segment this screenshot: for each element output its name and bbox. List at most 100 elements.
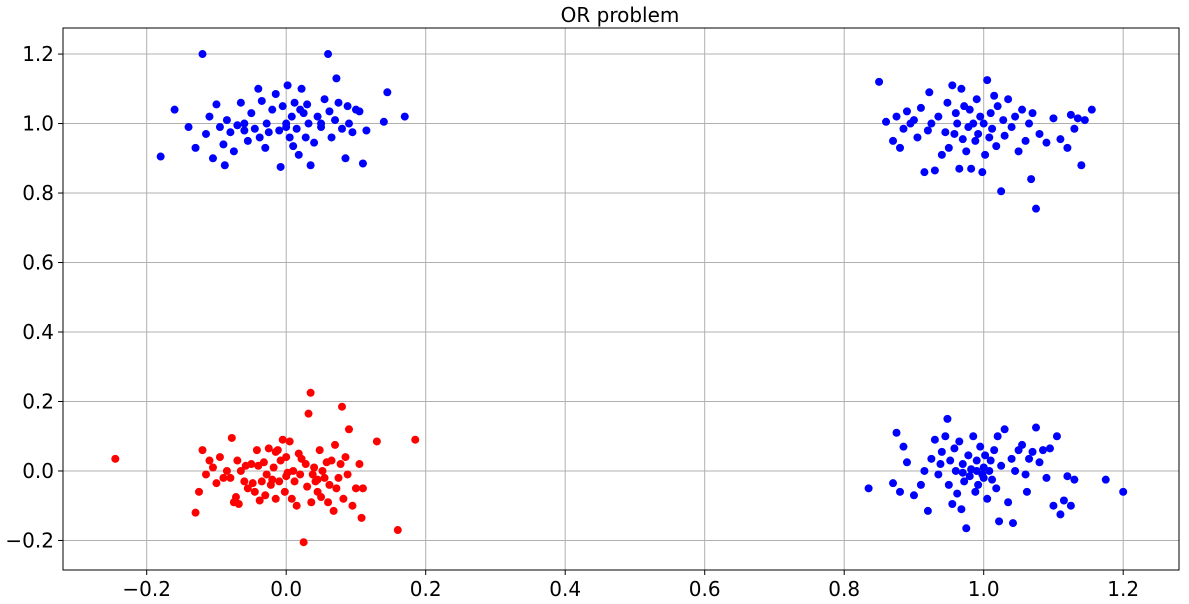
scatter-point bbox=[1070, 475, 1079, 484]
plot-frame bbox=[62, 27, 1180, 571]
scatter-point bbox=[983, 494, 992, 503]
scatter-point bbox=[950, 129, 959, 138]
scatter-point bbox=[400, 112, 409, 121]
scatter-point bbox=[236, 466, 245, 475]
scatter-point bbox=[902, 458, 911, 467]
scatter-point bbox=[191, 508, 200, 517]
scatter-point bbox=[215, 453, 224, 462]
x-tick-label: 0.6 bbox=[689, 577, 721, 601]
scatter-point bbox=[212, 100, 221, 109]
scatter-point bbox=[257, 96, 266, 105]
scatter-point bbox=[1028, 109, 1037, 118]
scatter-point bbox=[993, 102, 1002, 111]
scatter-point bbox=[1101, 475, 1110, 484]
y-tick-label: 0.6 bbox=[22, 251, 54, 275]
scatter-point bbox=[923, 126, 932, 135]
scatter-point bbox=[943, 98, 952, 107]
scatter-point bbox=[304, 409, 313, 418]
scatter-point bbox=[334, 473, 343, 482]
scatter-point bbox=[1025, 119, 1034, 128]
scatter-point bbox=[294, 150, 303, 159]
scatter-point bbox=[372, 437, 381, 446]
scatter-point bbox=[236, 98, 245, 107]
scatter-point bbox=[941, 432, 950, 441]
scatter-point bbox=[965, 472, 974, 481]
scatter-point bbox=[972, 95, 981, 104]
scatter-point bbox=[927, 119, 936, 128]
scatter-point bbox=[955, 164, 964, 173]
scatter-point bbox=[275, 126, 284, 135]
scatter-point bbox=[962, 524, 971, 533]
scatter-point bbox=[257, 477, 266, 486]
scatter-point bbox=[1007, 454, 1016, 463]
scatter-point bbox=[358, 484, 367, 493]
scatter-point bbox=[981, 451, 990, 460]
scatter-point bbox=[934, 470, 943, 479]
scatter-point bbox=[307, 498, 316, 507]
scatter-point bbox=[252, 446, 261, 455]
scatter-point bbox=[233, 456, 242, 465]
scatter-point bbox=[934, 112, 943, 121]
scatter-point bbox=[275, 477, 284, 486]
scatter-point bbox=[985, 466, 994, 475]
scatter-point bbox=[995, 517, 1004, 526]
scatter-point bbox=[875, 77, 884, 86]
scatter-point bbox=[948, 499, 957, 508]
scatter-point bbox=[303, 482, 312, 491]
scatter-point bbox=[271, 494, 280, 503]
scatter-point bbox=[313, 112, 322, 121]
scatter-point bbox=[229, 147, 238, 156]
scatter-point bbox=[986, 456, 995, 465]
scatter-point bbox=[916, 103, 925, 112]
scatter-point bbox=[362, 126, 371, 135]
scatter-point bbox=[962, 147, 971, 156]
scatter-point bbox=[997, 461, 1006, 470]
scatter-point bbox=[882, 117, 891, 126]
scatter-point bbox=[310, 463, 319, 472]
scatter-point bbox=[264, 444, 273, 453]
scatter-point bbox=[916, 480, 925, 489]
scatter-point bbox=[254, 84, 263, 93]
scatter-point bbox=[292, 501, 301, 510]
scatter-point bbox=[1049, 114, 1058, 123]
scatter-point bbox=[992, 484, 1001, 493]
scatter-point bbox=[889, 136, 898, 145]
scatter-point bbox=[201, 129, 210, 138]
y-tick-label: 0.0 bbox=[22, 459, 54, 483]
scatter-point bbox=[1025, 454, 1034, 463]
scatter-point bbox=[1066, 110, 1075, 119]
scatter-point bbox=[332, 74, 341, 83]
scatter-point bbox=[1021, 470, 1030, 479]
scatter-point bbox=[301, 460, 310, 469]
scatter-point bbox=[965, 105, 974, 114]
scatter-point bbox=[299, 109, 308, 118]
scatter-point bbox=[958, 460, 967, 469]
scatter-point bbox=[240, 126, 249, 135]
scatter-point bbox=[930, 166, 939, 175]
scatter-point bbox=[909, 116, 918, 125]
scatter-point bbox=[985, 133, 994, 142]
scatter-point bbox=[960, 477, 969, 486]
scatter-point bbox=[269, 463, 278, 472]
scatter-point bbox=[972, 466, 981, 475]
scatter-point bbox=[219, 140, 228, 149]
scatter-point bbox=[343, 102, 352, 111]
scatter-point bbox=[317, 493, 326, 502]
axes bbox=[62, 27, 1180, 571]
scatter-point bbox=[341, 453, 350, 462]
scatter-point bbox=[324, 498, 333, 507]
scatter-point bbox=[278, 102, 287, 111]
scatter-point bbox=[255, 496, 264, 505]
x-tick-label: 0.2 bbox=[410, 577, 442, 601]
scatter-point bbox=[325, 107, 334, 116]
scatter-point bbox=[1011, 112, 1020, 121]
x-axis-ticks: −0.2 0.0 0.2 0.4 0.6 0.8 1.0 1.2 bbox=[122, 570, 1139, 601]
scatter-point bbox=[287, 112, 296, 121]
scatter-point bbox=[320, 95, 329, 104]
scatter-point bbox=[264, 128, 273, 137]
scatter-point bbox=[974, 129, 983, 138]
scatter-point bbox=[268, 475, 277, 484]
scatter-point bbox=[357, 513, 366, 522]
scatter-point bbox=[306, 388, 315, 397]
scatter-point bbox=[1011, 466, 1020, 475]
